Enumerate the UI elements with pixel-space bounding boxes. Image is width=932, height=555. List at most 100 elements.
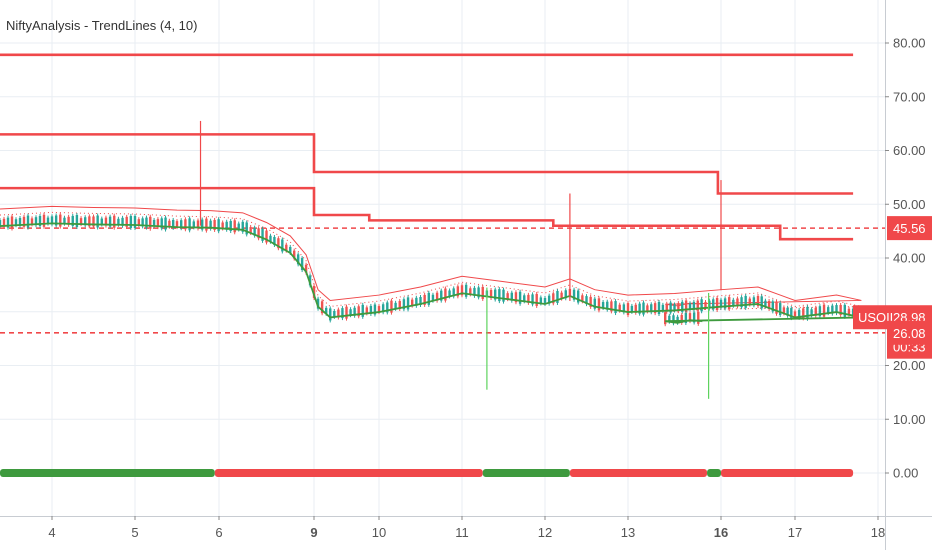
candle-body: [273, 236, 276, 245]
candle-body: [535, 293, 538, 306]
candle-body: [92, 216, 95, 227]
candle-body: [104, 217, 108, 226]
candle-body: [345, 306, 348, 319]
candle-body: [481, 286, 484, 299]
candle-body: [692, 312, 696, 323]
candle-body: [814, 307, 817, 316]
candle-body: [736, 298, 739, 307]
candle-body: [22, 216, 26, 227]
candle-body: [79, 218, 83, 225]
y-tick-label: 60.00: [893, 143, 926, 158]
candle-body: [337, 309, 340, 318]
price-label-text: 45.56: [893, 221, 926, 236]
candle-body: [300, 258, 304, 271]
candle-body: [296, 254, 300, 265]
candle-body: [523, 295, 526, 302]
candle-body: [133, 215, 137, 228]
candle-body: [464, 284, 468, 297]
candle-body: [638, 303, 641, 314]
price-label-box: [887, 320, 932, 345]
candle-body: [790, 308, 793, 319]
candle-body: [510, 292, 513, 301]
candle-body: [361, 304, 364, 317]
candle-body: [175, 221, 179, 228]
y-tick-label: 70.00: [893, 89, 926, 104]
x-tick-label: 6: [215, 525, 222, 540]
candle-body: [324, 307, 328, 314]
candle-body: [719, 299, 723, 308]
candle-body: [261, 228, 264, 241]
candle-body: [402, 299, 406, 310]
candle-body: [419, 297, 422, 305]
x-tick-label: 18: [871, 525, 885, 540]
candle-body: [531, 294, 534, 305]
candle-body: [677, 303, 680, 312]
indicator-title[interactable]: NiftyAnalysis - TrendLines (4, 10): [6, 18, 198, 33]
candle-body: [221, 222, 224, 229]
indicator-segment-green: [707, 469, 721, 477]
candle-body: [704, 301, 707, 308]
candle-body: [756, 296, 760, 306]
candle-body: [265, 230, 268, 243]
candle-body: [764, 300, 767, 307]
candle-body: [125, 216, 128, 227]
candle-body: [728, 297, 731, 310]
candle-body: [494, 289, 497, 300]
resistance-line: [0, 133, 854, 195]
candle-body: [75, 215, 79, 228]
candle-body: [793, 311, 797, 318]
y-tick-label: 0.00: [893, 466, 918, 481]
candle-body: [712, 299, 715, 310]
candle-body: [543, 298, 547, 304]
candle-body: [618, 304, 621, 311]
y-tick-label: 10.00: [893, 412, 926, 427]
candle-body: [831, 305, 834, 314]
candle-body: [665, 303, 668, 312]
x-tick-label: 10: [372, 525, 386, 540]
candle-body: [386, 302, 389, 313]
candle-body: [697, 311, 700, 324]
candle-body: [369, 305, 373, 314]
candle-body: [822, 304, 826, 317]
x-tick-label: 12: [538, 525, 552, 540]
candle-body: [597, 298, 601, 311]
price-label-text: 26.08: [893, 326, 926, 341]
candle-body: [42, 214, 46, 227]
candle-body: [688, 313, 692, 322]
candle-body: [779, 303, 782, 316]
candle-body: [556, 290, 559, 303]
candle-body: [46, 217, 50, 224]
candle-body: [650, 304, 653, 313]
candle-body: [308, 275, 312, 286]
candle-body: [293, 250, 296, 259]
resistance-line: [0, 186, 854, 241]
candle-body: [349, 309, 352, 316]
candle-body: [827, 307, 830, 314]
candle-body: [205, 218, 208, 231]
y-tick-label: 20.00: [893, 358, 926, 373]
candle-body: [657, 301, 661, 314]
candle-body: [593, 298, 596, 309]
candle-body: [775, 301, 778, 314]
candle-body: [398, 301, 401, 310]
candle-body: [129, 215, 133, 228]
candle-body: [2, 218, 6, 227]
candle-body: [708, 300, 711, 309]
candle-body: [168, 220, 171, 227]
candle-body: [664, 312, 667, 325]
candle-body: [365, 307, 369, 314]
candle-body: [806, 306, 809, 319]
candle-body: [26, 215, 30, 228]
candle-body: [614, 301, 617, 314]
candle-body: [316, 298, 320, 309]
candle-body: [54, 215, 58, 226]
candle-body: [715, 298, 719, 311]
price-trend-line: [0, 222, 862, 324]
candle-body: [269, 235, 272, 242]
x-tick-label: 13: [621, 525, 635, 540]
candle-body: [10, 216, 14, 229]
candle-body: [668, 315, 671, 322]
candle-body: [14, 219, 18, 226]
